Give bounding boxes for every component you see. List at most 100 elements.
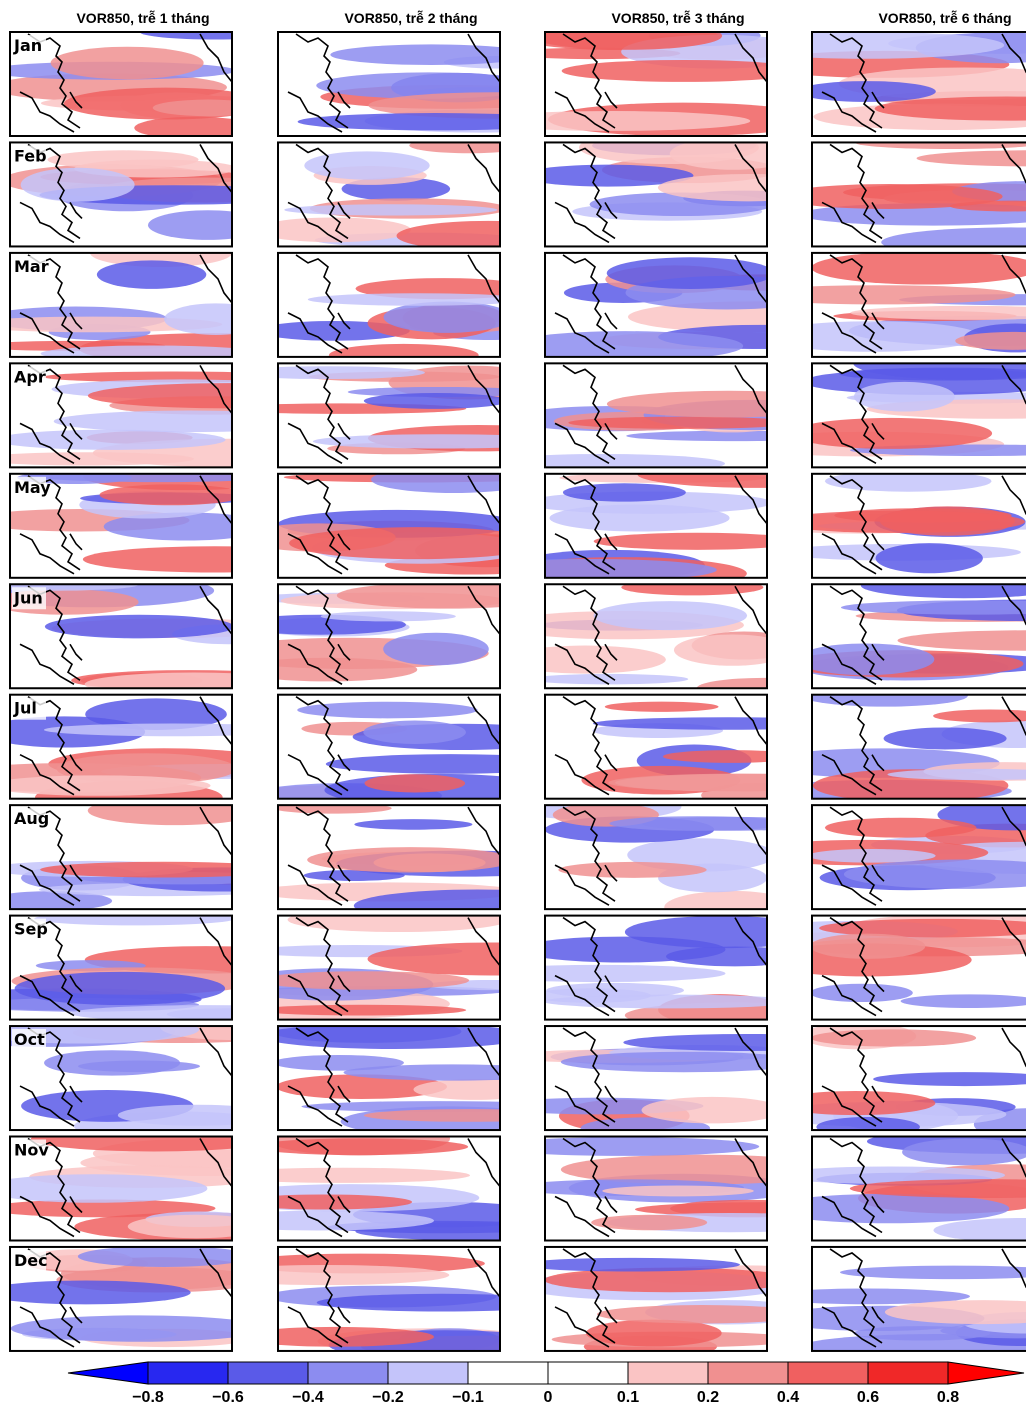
map-panel	[521, 131, 839, 247]
colorbar-label: −0.6	[212, 1389, 244, 1406]
anomaly	[326, 754, 576, 774]
anomaly	[561, 1052, 806, 1073]
anomaly	[21, 168, 135, 202]
colorbar-box	[788, 1362, 868, 1384]
map-panel	[242, 466, 558, 578]
anomaly	[602, 1185, 754, 1196]
anomaly	[307, 847, 514, 872]
map-panel	[216, 363, 588, 467]
anomaly	[475, 111, 751, 131]
anomaly	[11, 1315, 267, 1341]
map-panel	[2, 142, 312, 246]
anomaly	[808, 849, 936, 863]
map-panel	[742, 251, 1026, 357]
anomaly	[563, 483, 686, 501]
colorbar-label: 0	[544, 1389, 553, 1406]
anomaly	[474, 965, 726, 982]
map-panel	[754, 471, 1026, 578]
anomaly	[558, 862, 706, 878]
anomaly	[742, 285, 1016, 304]
anomaly	[252, 1138, 468, 1155]
anomaly	[519, 937, 725, 963]
map-panel	[249, 695, 575, 809]
anomaly	[41, 345, 263, 361]
colorbar-box	[548, 1362, 628, 1384]
anomaly	[383, 633, 489, 666]
column-title: VOR850, trễ 2 tháng	[344, 10, 477, 26]
anomaly	[88, 796, 261, 825]
anomaly	[44, 1050, 180, 1075]
anomaly	[85, 672, 304, 696]
anomaly	[663, 750, 800, 763]
anomaly	[217, 1168, 470, 1183]
map-panel	[474, 916, 848, 1029]
colorbar-label: 0.4	[777, 1389, 799, 1406]
anomaly	[256, 217, 411, 242]
colorbar-label: −0.4	[292, 1389, 324, 1406]
map-panel	[0, 574, 309, 696]
anomaly	[164, 303, 268, 335]
anomaly	[544, 1268, 795, 1293]
anomaly	[790, 418, 992, 449]
anomaly	[481, 454, 725, 473]
anomaly	[364, 1109, 575, 1122]
map-panel	[256, 138, 580, 251]
anomaly	[902, 1139, 1026, 1166]
anomaly	[607, 257, 775, 289]
anomaly	[810, 984, 913, 1002]
anomaly	[153, 100, 264, 117]
anomaly	[605, 702, 719, 712]
anomaly	[259, 971, 469, 989]
anomaly	[884, 727, 1007, 749]
colorbar-box	[628, 1362, 708, 1384]
anomaly	[549, 505, 729, 532]
anomaly	[674, 634, 791, 665]
anomaly	[383, 302, 512, 333]
anomaly	[321, 611, 456, 621]
month-label: Jan	[13, 36, 42, 55]
anomaly	[876, 543, 983, 573]
month-label: Jul	[13, 699, 37, 718]
anomaly	[621, 579, 763, 595]
anomaly	[531, 22, 722, 50]
colorbar-label: 0.8	[937, 1389, 959, 1406]
anomaly	[313, 434, 568, 448]
anomaly	[609, 816, 786, 831]
anomaly	[597, 1305, 807, 1323]
anomaly	[237, 1194, 413, 1209]
anomaly	[51, 47, 204, 79]
anomaly	[128, 1215, 265, 1238]
map-panel	[481, 363, 858, 473]
anomaly	[337, 582, 560, 608]
colorbar-end	[948, 1362, 1024, 1384]
anomaly	[289, 527, 544, 559]
anomaly	[97, 260, 206, 288]
anomaly	[797, 643, 935, 675]
colorbar-box	[708, 1362, 788, 1384]
anomaly	[44, 723, 302, 736]
anomaly	[776, 1091, 935, 1115]
month-label: Apr	[14, 367, 46, 386]
anomaly	[363, 721, 466, 744]
anomaly	[825, 818, 976, 838]
anomaly	[413, 1079, 537, 1100]
colorbar-label: −0.1	[452, 1389, 484, 1406]
anomaly	[118, 1105, 275, 1126]
anomaly	[586, 1320, 722, 1347]
column-title: VOR850, trễ 6 tháng	[878, 10, 1011, 26]
colorbar-label: −0.8	[132, 1389, 164, 1406]
anomaly	[371, 466, 536, 493]
map-panel	[258, 253, 546, 367]
month-label: Feb	[14, 146, 47, 165]
colorbar-box	[228, 1362, 308, 1384]
colorbar-box	[308, 1362, 388, 1384]
colorbar-label: 0.2	[697, 1389, 719, 1406]
anomaly	[258, 1005, 466, 1016]
column-title: VOR850, trễ 1 tháng	[76, 10, 209, 26]
month-label: Sep	[14, 920, 48, 939]
month-label: Aug	[14, 809, 49, 828]
colorbar-box	[148, 1362, 228, 1384]
month-label: Mar	[14, 257, 49, 276]
colorbar-end	[68, 1362, 148, 1384]
anomaly	[854, 382, 955, 412]
